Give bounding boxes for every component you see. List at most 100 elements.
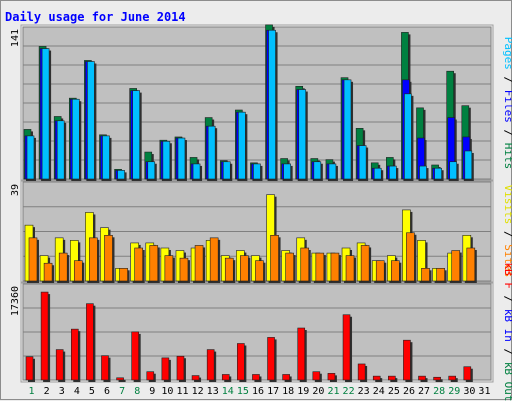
pages-bar [162, 140, 171, 180]
sites-bar [58, 252, 68, 282]
sites-bar [89, 237, 98, 282]
middle-ymax-label: 39 [10, 184, 21, 196]
day-tick-label: 27 [418, 386, 430, 397]
bottom-legend: kB F / kB In / kB Out [502, 262, 512, 401]
kbf-bar [206, 349, 215, 381]
sites-bar [466, 247, 476, 282]
kbf-bar [312, 371, 321, 381]
pages-bar [192, 163, 201, 180]
day-tick-label: 26 [403, 386, 415, 397]
kbf-bar [357, 363, 366, 381]
pages-bar [449, 161, 458, 180]
day-tick-label: 25 [388, 386, 400, 397]
kbf-bar [282, 374, 290, 381]
kbf-bar [116, 377, 124, 381]
day-tick-label: 4 [74, 386, 80, 397]
pages-bar [464, 150, 473, 180]
day-tick-label: 23 [358, 386, 370, 397]
sites-bar [134, 247, 143, 282]
sites-bar [375, 260, 385, 282]
kbf-bar-shadow [118, 379, 126, 382]
day-tick-label: 21 [327, 386, 339, 397]
kbf-bar [342, 314, 351, 381]
pages-bar [268, 29, 276, 180]
pages-bar [313, 161, 322, 180]
kbf-bar [463, 366, 472, 381]
day-tick-label: 7 [119, 386, 125, 397]
middle-legend: Visits / Sites [502, 185, 512, 278]
day-tick-label: 31 [478, 386, 490, 397]
pages-bar [102, 135, 110, 180]
legend-entry: / [502, 224, 512, 244]
sites-bar [119, 268, 128, 282]
kbf-bar [161, 357, 170, 381]
sites-bar [209, 237, 219, 282]
pages-bar [358, 145, 367, 180]
pages-bar [177, 137, 186, 180]
kbf-bar [388, 375, 396, 381]
sites-bar [43, 262, 53, 282]
kbf-bar [86, 303, 94, 381]
sites-bar [104, 235, 113, 282]
day-tick-label: 12 [192, 386, 204, 397]
sites-bar [270, 235, 279, 282]
kbf-bar [221, 374, 230, 381]
day-tick-label: 19 [297, 386, 309, 397]
kbf-bar [101, 355, 109, 381]
sites-bar [391, 260, 400, 282]
pages-bar [41, 48, 50, 180]
legend-entry: / [502, 289, 512, 309]
legend-entry: Visits [502, 185, 512, 225]
kbf-bar [237, 343, 245, 381]
pages-bar [71, 98, 80, 180]
day-tick-label: 30 [463, 386, 475, 397]
kbf-bar [40, 291, 49, 381]
day-tick-label: 29 [448, 386, 460, 397]
kbf-bar [403, 339, 411, 381]
sites-bar [149, 245, 159, 282]
sites-bar [330, 252, 340, 282]
sites-bar [451, 250, 461, 282]
pages-bar [147, 161, 156, 180]
legend-entry: kB F [502, 262, 512, 289]
pages-bar [238, 111, 246, 180]
day-tick-label: 3 [59, 386, 65, 397]
kbf-bar [327, 373, 336, 381]
kbf-bar [433, 376, 441, 381]
kbf-bar [176, 355, 185, 381]
day-tick-label: 6 [104, 386, 110, 397]
pages-bar [298, 89, 307, 180]
day-tick-label: 2 [44, 386, 50, 397]
kbf-bar [418, 375, 426, 381]
chart-title: Daily usage for June 2014 [5, 10, 186, 24]
bottom-ymax-label: 17360 [10, 286, 21, 316]
day-tick-label: 11 [176, 386, 188, 397]
day-tick-label: 13 [207, 386, 219, 397]
sites-bar [179, 257, 189, 282]
pages-bar [328, 163, 337, 180]
day-tick-label: 8 [134, 386, 140, 397]
kbf-bar [448, 375, 457, 381]
kbf-bar [191, 375, 200, 381]
kbf-bar [131, 331, 139, 381]
legend-entry: Hits [502, 143, 512, 170]
kbf-bar [267, 337, 275, 381]
pages-bar [207, 125, 216, 180]
day-tick-label: 17 [267, 386, 279, 397]
sites-bar [300, 247, 310, 282]
sites-bar [421, 268, 430, 282]
sites-bar [28, 237, 38, 282]
day-tick-label: 14 [222, 386, 234, 397]
pages-bar [404, 93, 412, 180]
sites-bar [194, 245, 204, 282]
kbf-bar [55, 349, 64, 381]
sites-bar [73, 260, 83, 282]
day-tick-label: 16 [252, 386, 264, 397]
pages-bar [283, 163, 291, 180]
top-legend: Pages / Files / Hits [502, 37, 512, 170]
day-tick-label: 15 [237, 386, 249, 397]
sites-bar [224, 257, 234, 282]
kbf-bar-shadow [435, 379, 443, 382]
